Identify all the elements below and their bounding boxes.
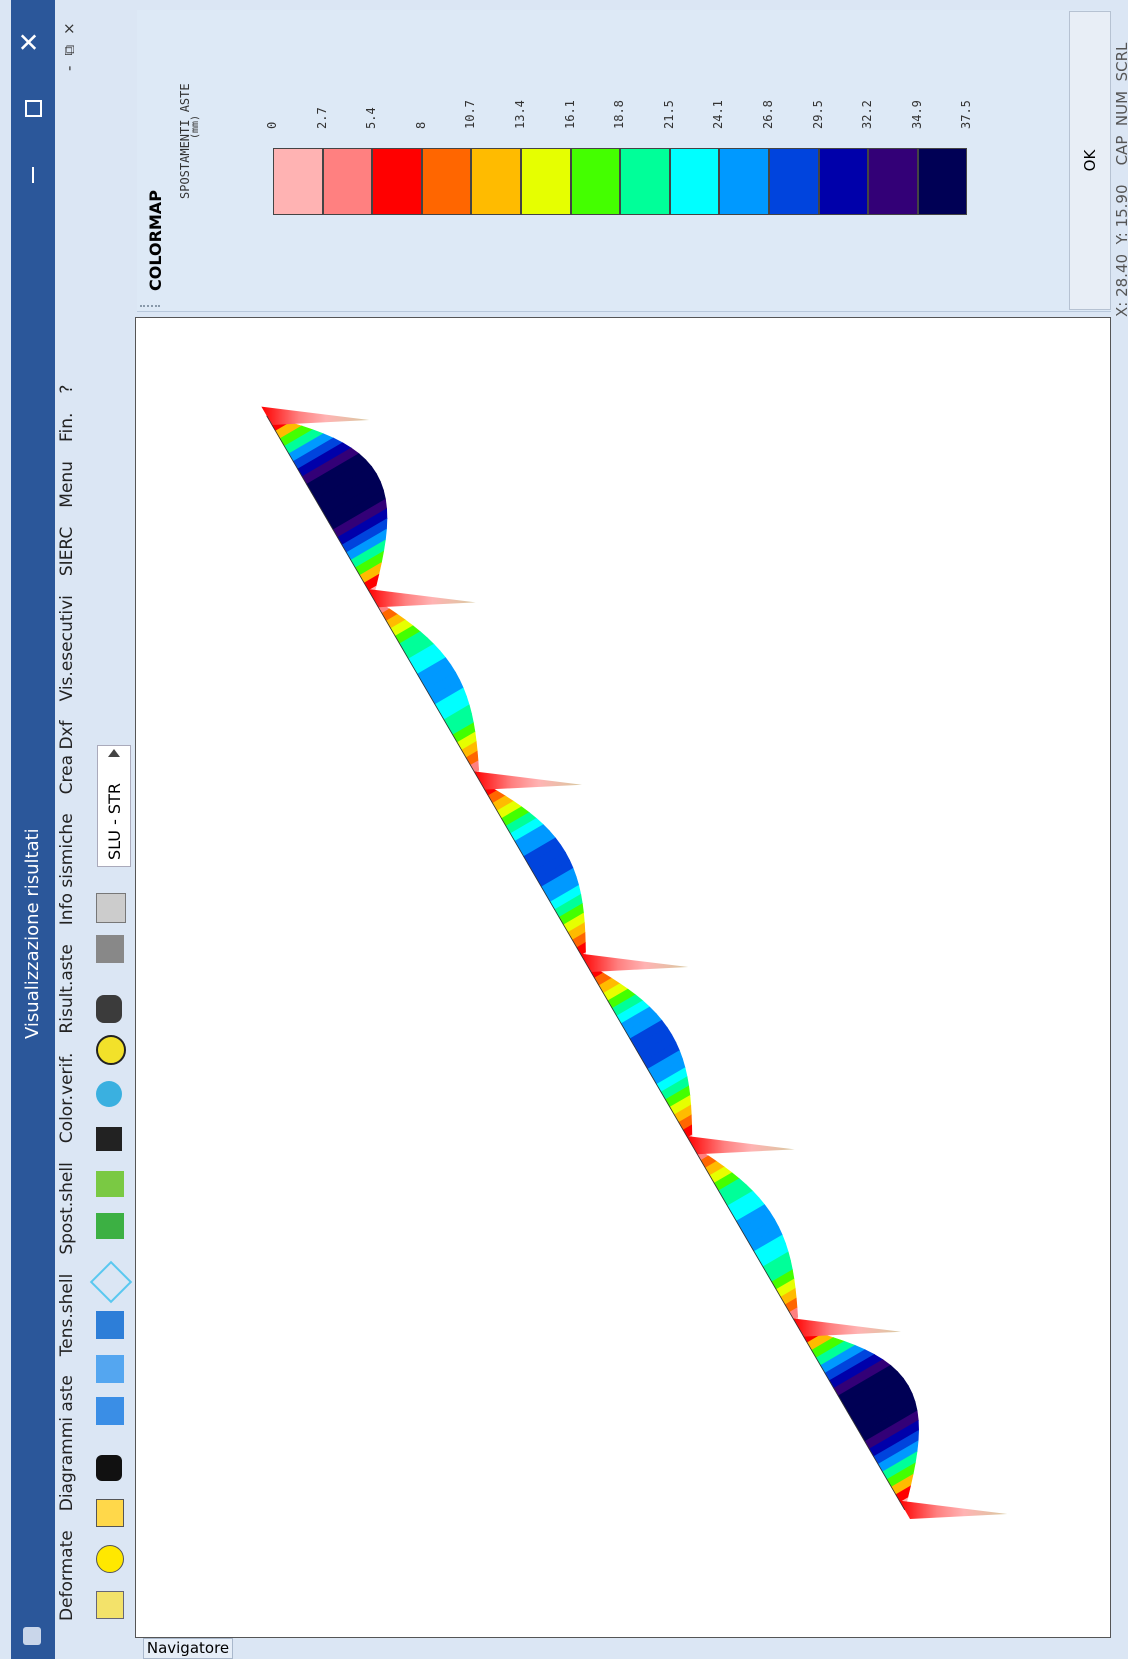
support-spike — [686, 1136, 795, 1155]
support-spike — [261, 406, 370, 425]
support-spike — [474, 771, 582, 790]
support-spike — [899, 1500, 1008, 1519]
support-spike — [580, 953, 689, 972]
navigator-tab[interactable]: Navigatore — [143, 1638, 233, 1659]
beam-axis — [266, 415, 906, 1511]
support-spike — [793, 1318, 901, 1337]
support-spike — [367, 589, 476, 608]
